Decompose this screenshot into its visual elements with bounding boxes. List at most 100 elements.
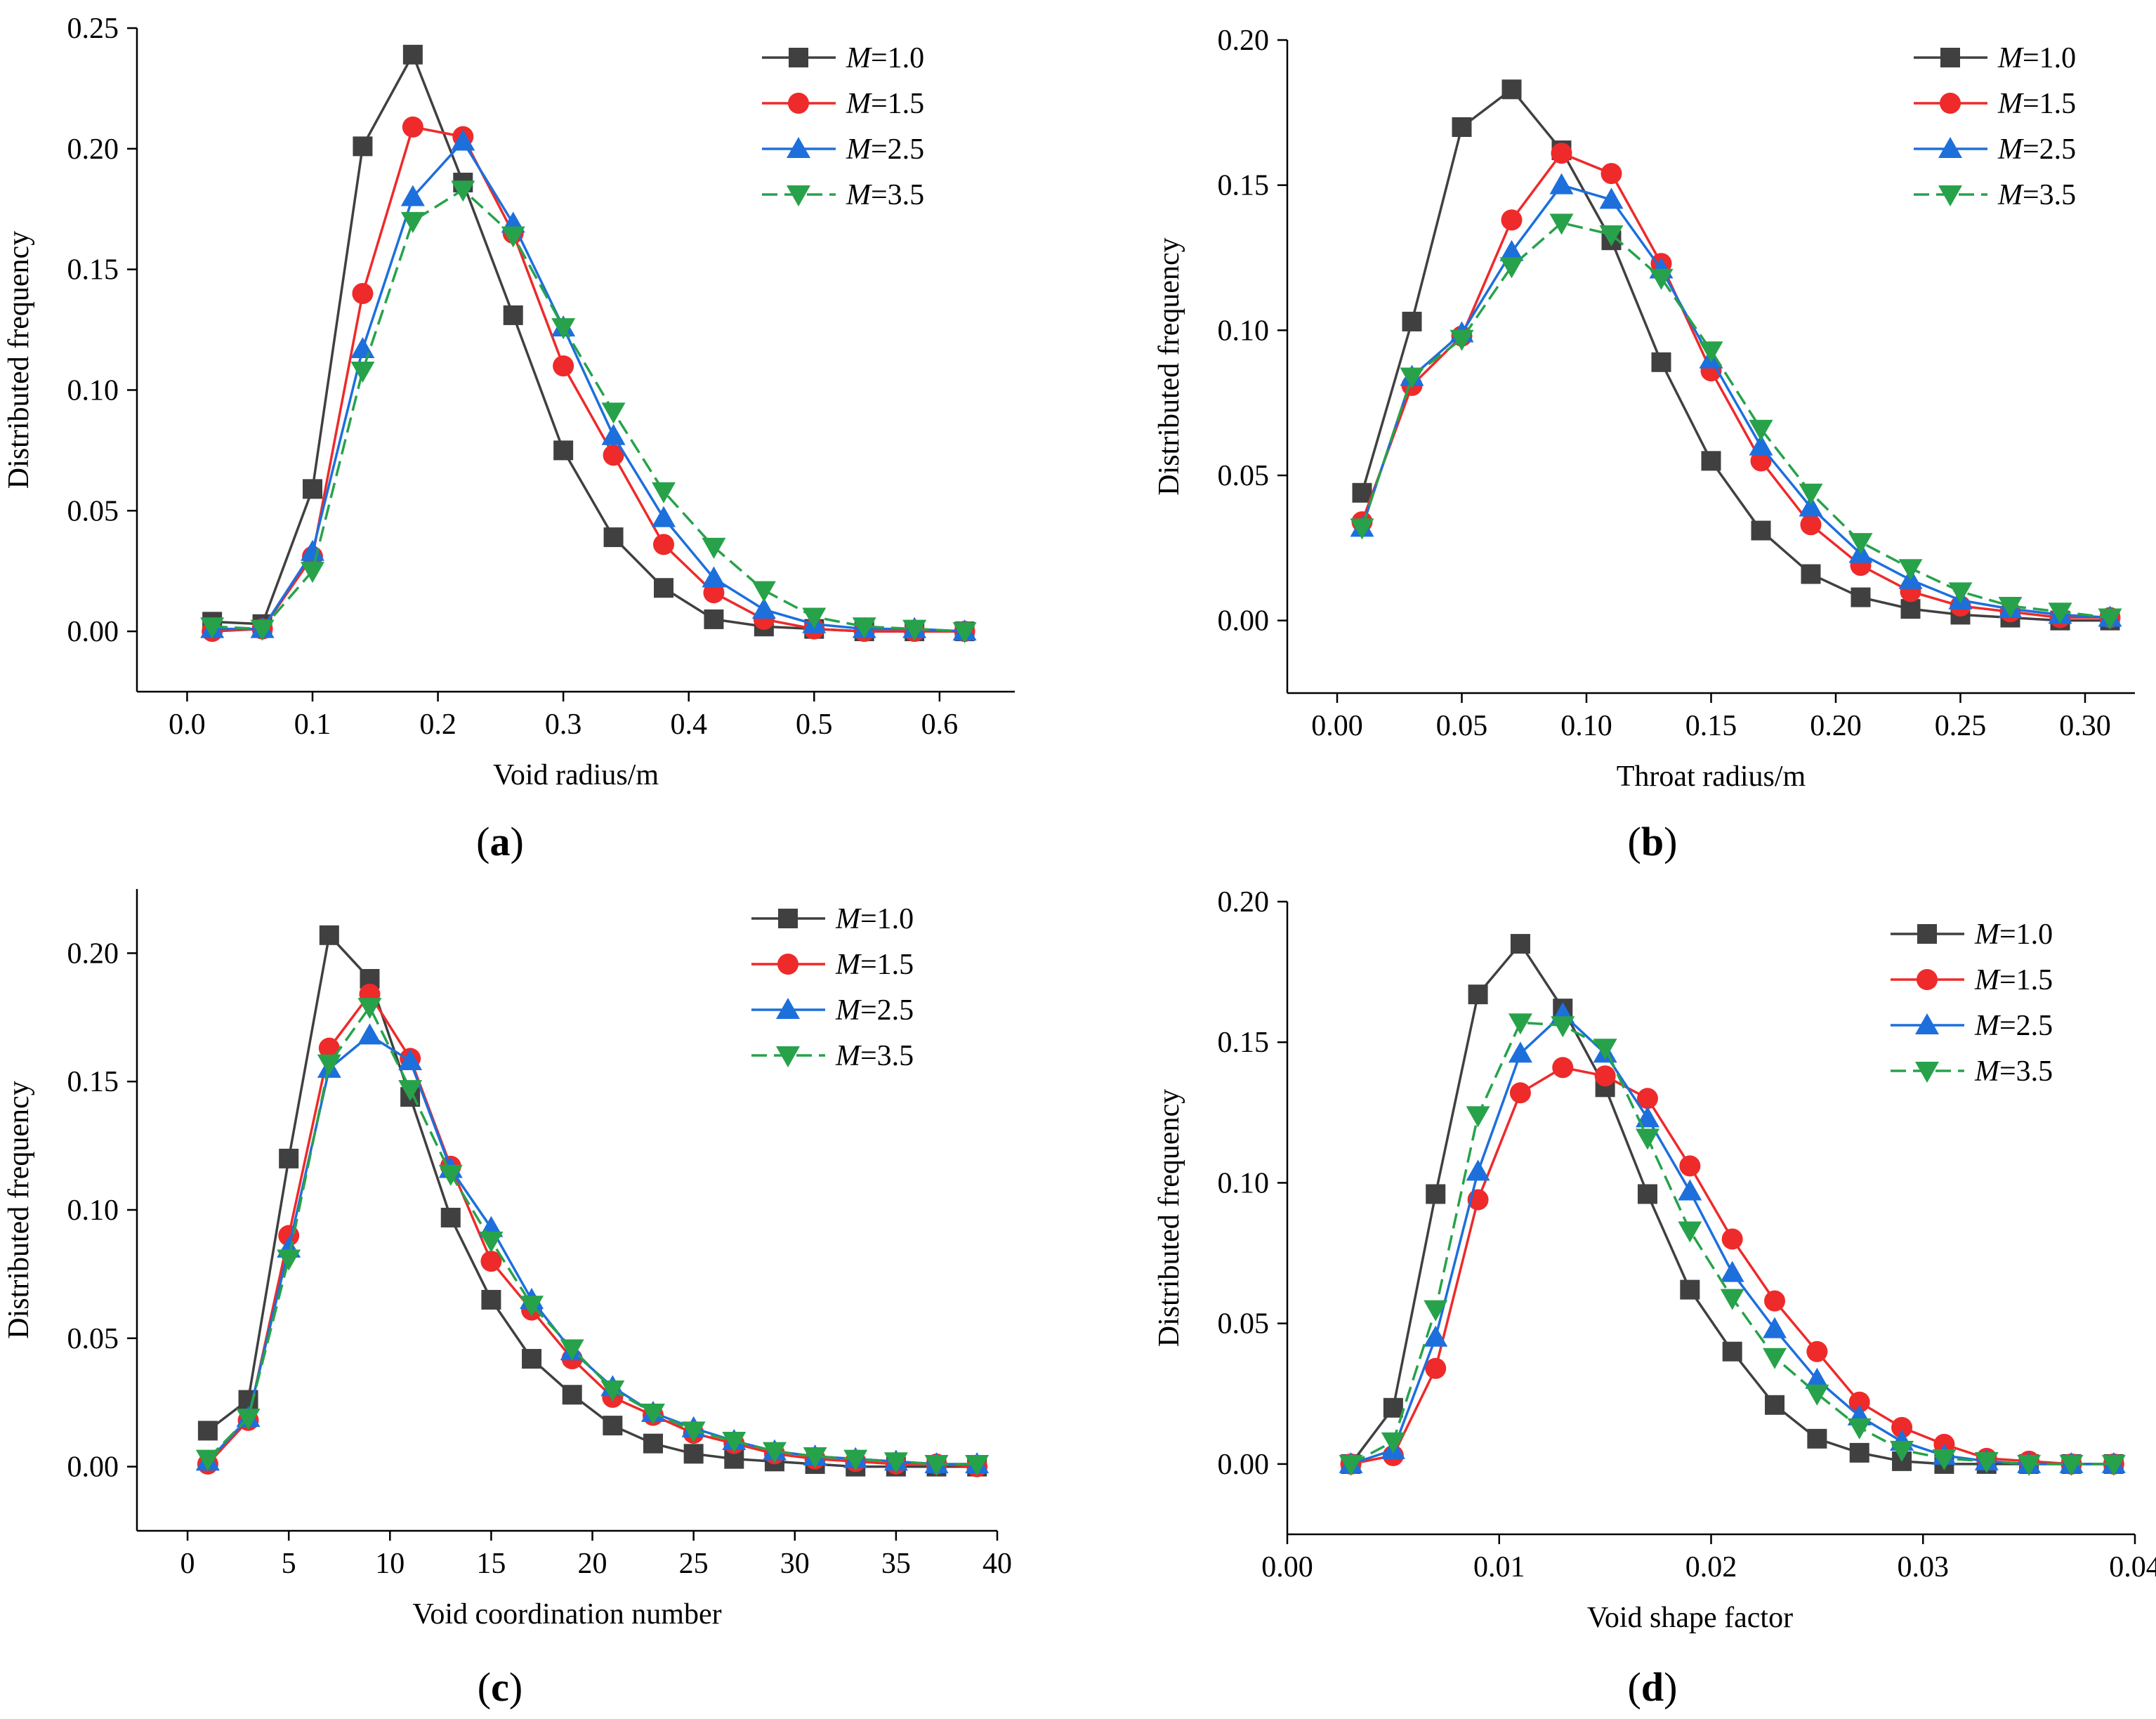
data-point-d-1 [1764, 1290, 1786, 1312]
data-point-a-0 [704, 609, 724, 629]
data-point-c-0 [197, 1421, 218, 1441]
data-point-b-0 [1501, 79, 1522, 100]
data-point-d-3 [1593, 1039, 1617, 1060]
data-point-b-3 [1699, 341, 1723, 363]
data-point-a-3 [451, 180, 475, 202]
x-tick-label-a: 0.0 [169, 709, 206, 741]
data-point-d-1 [1891, 1416, 1913, 1438]
data-point-a-0 [353, 136, 373, 157]
data-point-a-2 [702, 566, 726, 588]
data-point-d-0 [1849, 1442, 1869, 1463]
legend-value: =3.5 [860, 1040, 914, 1072]
data-point-a-3 [250, 619, 275, 641]
data-point-b-1 [1600, 163, 1622, 185]
x-tick-label-c: 10 [375, 1548, 405, 1580]
data-point-b-0 [1701, 451, 1721, 471]
data-point-c-3 [803, 1447, 827, 1468]
data-point-c-2 [398, 1048, 423, 1070]
x-tick-label-b: 0.15 [1685, 710, 1737, 742]
chart-panel-c: 0 5 10 15 20 25 30 35 40 0.00 0.05 0.10 0.15 0.20 Void… [3, 889, 1012, 1710]
data-point-c-1 [318, 1037, 340, 1059]
data-point-b-0 [1851, 587, 1871, 607]
data-point-d-2 [1466, 1159, 1490, 1181]
panel-label-letter: a [490, 819, 511, 864]
x-tick-label-c: 15 [476, 1548, 506, 1580]
data-point-a-3 [751, 581, 776, 602]
data-point-d-2 [1763, 1317, 1787, 1338]
legend-symbol: M [846, 179, 872, 211]
panel-label-close: ) [511, 819, 524, 864]
data-point-c-3 [520, 1296, 544, 1317]
panel-label-open: ( [478, 1664, 491, 1710]
data-point-b-2 [1799, 495, 1823, 517]
data-point-b-3 [1799, 483, 1823, 505]
data-point-a-0 [603, 527, 624, 548]
series-b-2 [1350, 173, 2122, 627]
y-tick-label-b: 0.05 [1218, 460, 1270, 492]
x-tick-label-a: 0.2 [419, 709, 456, 741]
data-point-a-3 [702, 537, 726, 559]
y-tick-label-c: 0.05 [67, 1323, 119, 1355]
series-a-2 [200, 129, 977, 641]
legend-value: =2.5 [860, 994, 914, 1027]
data-point-d-0 [1680, 1279, 1700, 1300]
legend-symbol: M [1974, 1055, 2001, 1088]
y-axis-label-c: Distributed frequency [3, 1081, 35, 1338]
legend-symbol: M [835, 903, 862, 935]
legend-marker [789, 48, 808, 67]
data-point-a-3 [501, 226, 525, 248]
x-axis-label-c: Void coordination number [412, 1598, 721, 1631]
legend-marker [788, 93, 809, 114]
x-tick-label-a: 0.5 [796, 709, 833, 741]
data-point-a-0 [654, 578, 673, 598]
data-point-a-0 [303, 479, 322, 499]
legend-symbol: M [1997, 133, 2024, 166]
data-point-b-3 [1599, 225, 1624, 246]
legend-value: =1.5 [871, 88, 924, 120]
legend-marker [1940, 48, 1960, 67]
data-point-d-1 [1721, 1228, 1743, 1250]
y-tick-label-c: 0.20 [67, 937, 119, 970]
data-point-d-1 [1552, 1057, 1574, 1079]
data-point-b-0 [1801, 564, 1821, 584]
legend-label: M=3.5 [835, 1040, 914, 1072]
data-point-d-3 [1720, 1289, 1744, 1310]
data-point-a-3 [551, 318, 576, 340]
y-tick-label-a: 0.05 [67, 495, 119, 527]
data-point-d-0 [1807, 1428, 1827, 1449]
data-point-d-2 [1720, 1260, 1744, 1282]
y-tick-label-d: 0.00 [1218, 1449, 1270, 1481]
data-point-b-0 [1402, 311, 1422, 331]
x-axis-label-d: Void shape factor [1587, 1602, 1793, 1634]
y-tick-label-a: 0.15 [67, 254, 119, 286]
x-tick-label-c: 35 [881, 1548, 911, 1580]
data-point-c-3 [317, 1054, 341, 1076]
data-point-d-1 [1679, 1155, 1701, 1177]
legend-symbol: M [1997, 88, 2024, 120]
series-a-3 [200, 180, 977, 644]
x-tick-label-d: 0.03 [1898, 1551, 1950, 1583]
legend-marker [778, 909, 798, 928]
series-line-b-1 [1360, 152, 2110, 619]
legend-marker [787, 137, 810, 158]
data-point-b-3 [1499, 257, 1524, 279]
legend-value: =2.5 [871, 133, 924, 166]
data-point-b-3 [2048, 602, 2072, 624]
data-point-a-3 [802, 607, 827, 629]
data-point-b-3 [1749, 419, 1773, 441]
legend-c: M=1.0M=1.5M=2.5M=3.5 [751, 903, 914, 1072]
data-point-c-3 [438, 1164, 463, 1186]
data-point-c-3 [641, 1403, 665, 1425]
x-tick-label-a: 0.3 [545, 709, 582, 741]
data-point-c-3 [195, 1449, 220, 1471]
legend-label: M=1.5 [835, 949, 914, 981]
data-point-d-3 [1551, 1016, 1575, 1038]
data-point-a-0 [553, 440, 574, 461]
y-tick-label-a: 0.25 [67, 13, 119, 45]
data-point-a-3 [350, 361, 375, 383]
data-point-d-3 [1847, 1418, 1872, 1440]
x-tick-label-c: 5 [282, 1548, 296, 1580]
legend-symbol: M [1997, 42, 2024, 74]
legend-marker [777, 954, 798, 975]
